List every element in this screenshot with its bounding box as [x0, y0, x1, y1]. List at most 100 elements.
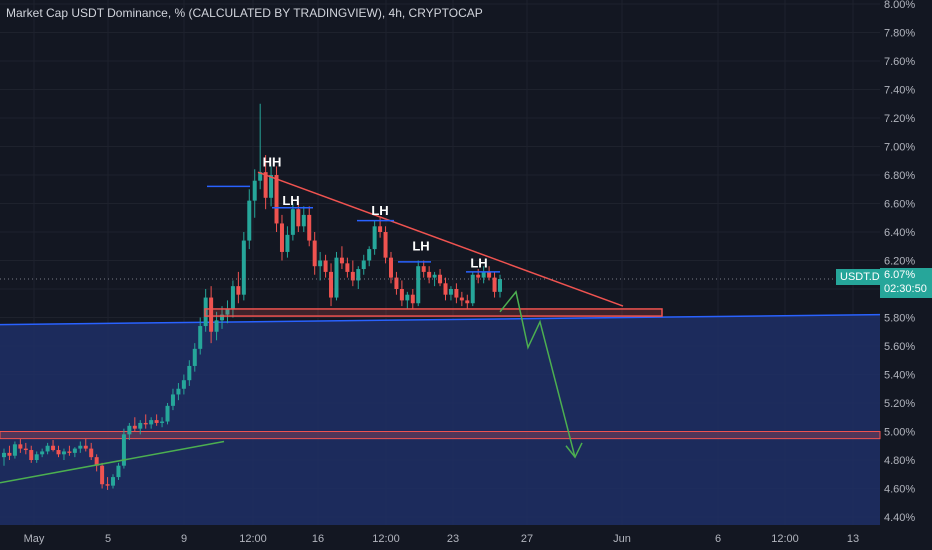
- descending-trendline: [257, 171, 624, 307]
- candle-body: [143, 422, 148, 425]
- y-axis-tick-label: 6.20%: [884, 256, 915, 268]
- candle-body: [356, 269, 361, 281]
- y-axis-tick-label: 8.00%: [884, 0, 915, 11]
- candle-body: [165, 405, 170, 422]
- pattern-annotation: HH: [263, 154, 282, 169]
- candle-body: [465, 300, 470, 304]
- candle-body: [111, 477, 116, 486]
- candle-body: [323, 260, 328, 272]
- x-axis-tick-label: 16: [312, 533, 324, 545]
- candle-body: [241, 240, 246, 295]
- candle-body: [258, 172, 263, 181]
- candle-body: [29, 450, 34, 460]
- x-axis-tick-label: 23: [447, 533, 459, 545]
- level-line: [0, 313, 881, 326]
- candle-body: [170, 394, 175, 406]
- candle-body: [116, 465, 121, 478]
- candle-body: [2, 452, 6, 458]
- candle-body: [448, 289, 453, 295]
- candle-body: [236, 286, 241, 295]
- candle-body: [367, 249, 372, 261]
- candle-body: [339, 257, 344, 264]
- y-axis-tick-label: 7.20%: [884, 113, 915, 125]
- x-axis-tick-label: Jun: [613, 533, 631, 545]
- candle-body: [307, 214, 312, 241]
- candle-body: [225, 308, 230, 315]
- candle-body: [274, 175, 279, 224]
- projection-path: [499, 290, 576, 458]
- candle-body: [45, 445, 50, 452]
- candle-body: [296, 209, 301, 227]
- candle-body: [394, 277, 399, 289]
- candle-body: [72, 448, 77, 453]
- y-axis-tick-label: 6.80%: [884, 170, 915, 182]
- candle-body: [176, 388, 181, 395]
- candle-body: [432, 274, 437, 278]
- candle-body: [198, 326, 203, 349]
- candle-body: [427, 271, 432, 278]
- x-axis-tick-label: 27: [521, 533, 533, 545]
- x-axis-tick-label: May: [24, 533, 45, 545]
- candle-body: [443, 283, 448, 295]
- support-band: [0, 431, 881, 440]
- pattern-annotation: LH: [371, 203, 388, 218]
- candle-body: [132, 425, 137, 429]
- candle-body: [454, 289, 459, 298]
- pattern-annotation: LH: [470, 256, 487, 271]
- x-axis-tick-label: 6: [715, 533, 721, 545]
- y-axis-tick-label: 6.40%: [884, 227, 915, 239]
- candle-body: [487, 271, 492, 278]
- candle-body: [220, 314, 225, 321]
- candle-body: [89, 448, 94, 458]
- candle-body: [350, 271, 355, 281]
- candle-body: [405, 294, 410, 301]
- candle-body: [23, 448, 28, 451]
- candle-body: [12, 444, 17, 456]
- candle-body: [318, 260, 323, 267]
- y-axis-tick-label: 7.40%: [884, 85, 915, 97]
- candle-body: [51, 445, 56, 451]
- x-axis-tick-label: 12:00: [372, 533, 400, 545]
- candle-body: [498, 279, 502, 292]
- candle-body: [378, 226, 383, 232]
- candle-body: [383, 232, 388, 258]
- candle-body: [476, 274, 481, 278]
- y-axis-tick-label: 5.20%: [884, 398, 915, 410]
- candle-body: [181, 380, 186, 389]
- candle-body: [470, 274, 475, 304]
- candle-body: [67, 451, 72, 453]
- y-axis-tick-label: 5.40%: [884, 370, 915, 382]
- y-axis-tick-label: 4.60%: [884, 484, 915, 496]
- candle-body: [312, 240, 317, 267]
- candle-countdown: 02:30:50: [884, 283, 927, 295]
- candle-body: [34, 454, 39, 460]
- y-axis-tick-label: 7.60%: [884, 56, 915, 68]
- y-axis-tick-label: 5.80%: [884, 313, 915, 325]
- candle-body: [7, 452, 12, 456]
- pattern-annotation: LH: [282, 193, 299, 208]
- candle-body: [269, 175, 274, 198]
- candle-body: [252, 180, 257, 201]
- demand-zone: [0, 314, 880, 525]
- candle-body: [361, 260, 366, 270]
- candle-body: [481, 271, 486, 278]
- candle-body: [209, 297, 214, 332]
- candle-body: [263, 172, 268, 198]
- candle-body: [290, 209, 295, 235]
- x-axis-tick-label: 12:00: [239, 533, 267, 545]
- projection-arrowhead: [565, 442, 583, 459]
- candle-body: [247, 200, 252, 241]
- candle-body: [399, 289, 404, 301]
- x-axis-tick-label: 12:00: [771, 533, 799, 545]
- candle-body: [121, 434, 126, 466]
- candle-body: [94, 457, 99, 466]
- candle-body: [421, 266, 426, 272]
- current-price-box: 6.07% 02:30:50: [880, 268, 932, 298]
- y-axis-tick-label: 5.00%: [884, 427, 915, 439]
- candle-body: [83, 445, 88, 449]
- x-axis-tick-label: 13: [847, 533, 859, 545]
- y-axis-tick-label: 7.00%: [884, 142, 915, 154]
- candle-body: [160, 421, 165, 423]
- resistance-box: [204, 308, 663, 317]
